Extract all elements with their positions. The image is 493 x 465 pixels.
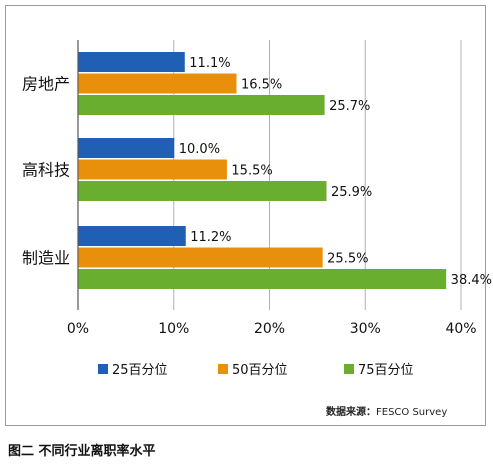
bar [78, 73, 237, 94]
bar [78, 181, 327, 201]
bar [78, 226, 186, 246]
bar [78, 52, 185, 72]
category-label: 房地产 [22, 75, 70, 94]
bar-chart: 0% 10% 20% 30% 40% 11.1% 16.5% 25.7% 房地产 10.0% 15.… [22, 40, 492, 378]
data-label: 16.5% [241, 78, 282, 93]
data-label: 15.5% [231, 164, 272, 179]
bar [78, 159, 227, 180]
category-label: 高科技 [22, 161, 70, 180]
x-tick-label: 0% [67, 321, 89, 337]
data-label: 25.9% [331, 185, 372, 200]
data-label: 25.5% [327, 252, 368, 267]
data-label: 25.7% [329, 99, 370, 114]
data-label: 10.0% [179, 142, 220, 157]
legend-swatch [218, 364, 228, 374]
x-tick-label: 10% [158, 321, 189, 337]
data-label: 38.4% [451, 273, 492, 288]
data-source: 数据来源：FESCO Survey [326, 403, 447, 418]
data-label: 11.1% [189, 56, 230, 71]
legend-label: 50百分位 [232, 363, 288, 378]
figure-caption: 图二 不同行业离职率水平 [8, 444, 156, 459]
source-text: FESCO Survey [376, 407, 448, 418]
bar [78, 95, 325, 115]
legend-swatch [344, 364, 354, 374]
x-tick-label: 40% [445, 321, 476, 337]
legend-label: 25百分位 [112, 363, 168, 378]
category-label: 制造业 [22, 249, 70, 268]
x-tick-label: 20% [254, 321, 285, 337]
legend-swatch [98, 364, 108, 374]
x-tick-label: 30% [350, 321, 381, 337]
source-label: 数据来源： [326, 407, 376, 418]
bar [78, 269, 447, 289]
legend-label: 75百分位 [358, 363, 414, 378]
bar [78, 247, 323, 268]
data-label: 11.2% [190, 230, 231, 245]
bar [78, 138, 175, 158]
